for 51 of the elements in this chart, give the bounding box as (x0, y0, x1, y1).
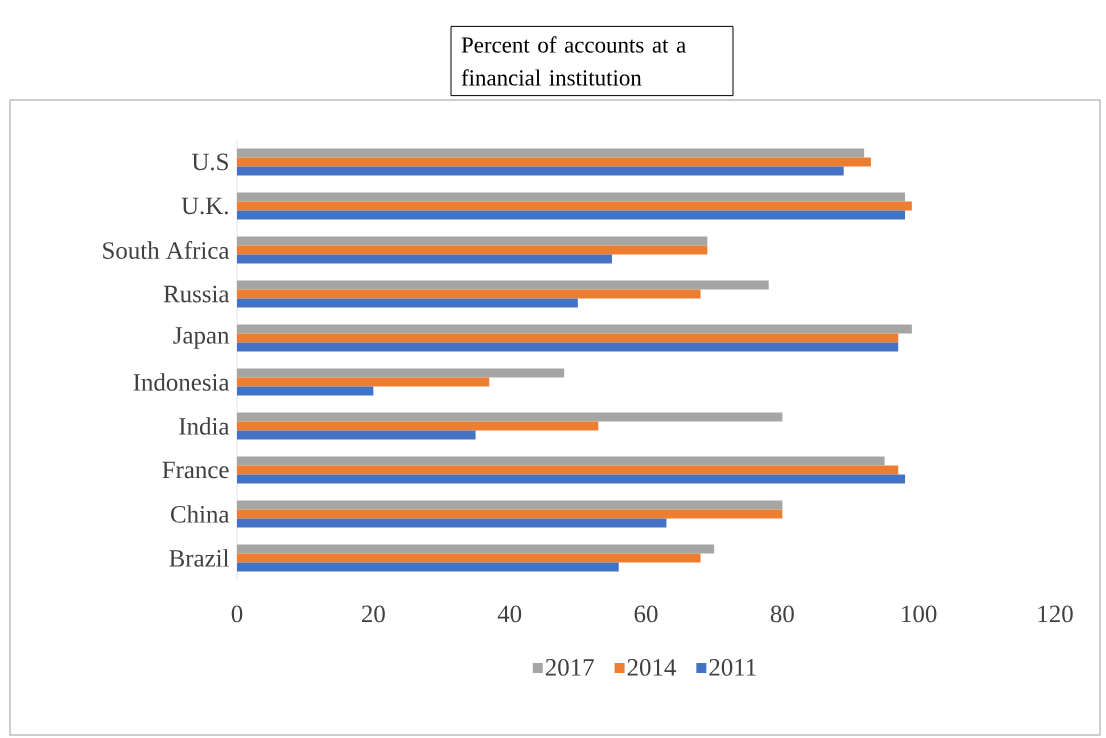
y-tick-label: Indonesia (133, 373, 230, 391)
bar (237, 518, 667, 528)
y-tick-label: Brazil (169, 549, 229, 567)
bar (237, 500, 783, 510)
y-tick-label: China (171, 505, 230, 523)
bar (237, 368, 565, 378)
bar (237, 562, 619, 572)
x-tick-label: 40 (497, 605, 522, 623)
x-tick-label: 80 (770, 605, 794, 623)
bar (237, 148, 865, 158)
bar (237, 509, 783, 519)
legend-label: 2014 (627, 658, 676, 676)
y-tick-label: France (162, 461, 229, 479)
x-tick-label: 100 (902, 605, 937, 623)
bar (237, 465, 899, 475)
bar (237, 245, 708, 255)
bar (237, 421, 599, 431)
bar (237, 412, 783, 422)
x-tick-label: 0 (231, 605, 243, 623)
legend-label: 2017 (545, 658, 594, 676)
bar (237, 236, 708, 246)
y-tick-label: South Africa (103, 241, 230, 259)
bar (237, 210, 906, 220)
y-tick-label: U.K. (181, 197, 228, 215)
bar (237, 254, 612, 264)
y-tick-label: India (179, 417, 230, 435)
bar (237, 386, 374, 396)
bar (237, 544, 715, 554)
bar (237, 553, 701, 563)
y-tick-label: Russia (163, 285, 230, 303)
bar (237, 280, 769, 290)
bar (237, 474, 906, 484)
bar (237, 157, 871, 167)
bar (237, 430, 476, 440)
x-tick-label: 20 (361, 605, 385, 623)
bar (237, 324, 912, 334)
y-tick-label: U.S (191, 153, 228, 171)
y-tick-label: Japan (173, 327, 230, 349)
x-tick-label: 120 (1038, 605, 1073, 623)
chart-title: Percent of accounts at a financial institution (461, 36, 686, 86)
bar (237, 166, 844, 176)
bar (237, 342, 899, 352)
bar (237, 456, 885, 466)
bar (237, 298, 578, 308)
bar (237, 333, 899, 343)
bar (237, 377, 490, 387)
bar (237, 192, 906, 202)
x-tick-label: 60 (634, 605, 658, 623)
bar (237, 201, 912, 211)
legend-label: 2011 (709, 658, 756, 676)
bar (237, 289, 701, 299)
